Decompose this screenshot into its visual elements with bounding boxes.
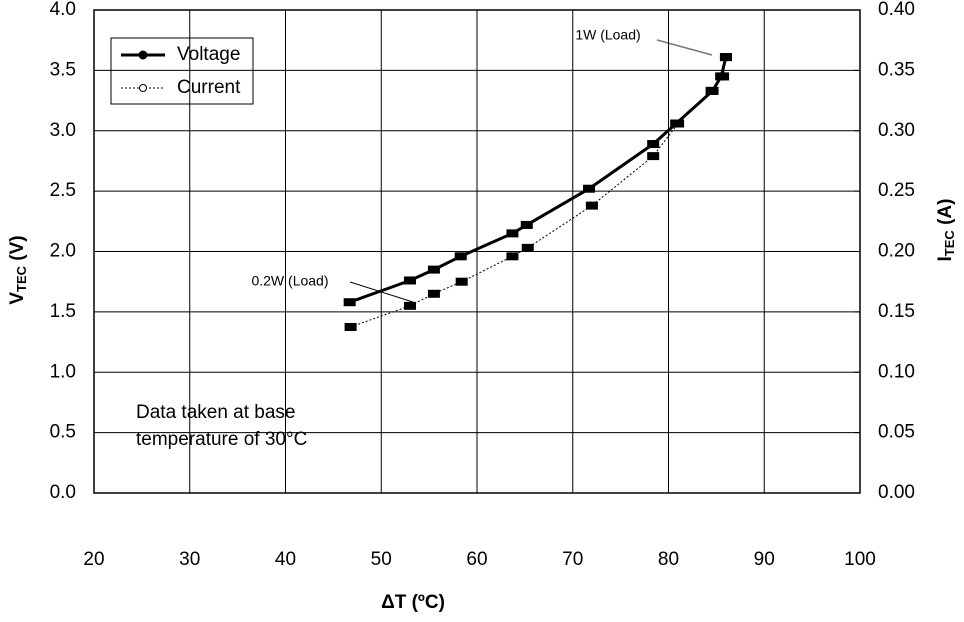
- point: [717, 72, 730, 81]
- note-bg: [128, 412, 338, 456]
- point: [647, 140, 660, 149]
- point: [343, 298, 356, 307]
- y-tick-label: 2.5: [50, 180, 76, 201]
- y2-tick-label: 0.30: [878, 120, 915, 141]
- x-tick-label: 100: [844, 549, 876, 570]
- point: [705, 86, 718, 95]
- legend-marker: [138, 50, 148, 60]
- point: [427, 289, 440, 298]
- legend-box: [110, 37, 254, 105]
- point: [520, 220, 533, 229]
- y2-tick-label: 0.15: [878, 301, 915, 322]
- y2-tick-label: 0.35: [878, 59, 915, 80]
- y-label-sub: TEC: [14, 265, 29, 292]
- point: [427, 265, 440, 274]
- y-tick-label: 1.0: [50, 361, 76, 382]
- point: [719, 53, 732, 62]
- x-tick-label: 60: [466, 549, 487, 570]
- point: [521, 243, 534, 252]
- y-tick-label: 2.0: [50, 241, 76, 262]
- y-tick-label: 0.5: [50, 422, 76, 443]
- x-tick-label: 90: [754, 549, 775, 570]
- point: [506, 229, 519, 238]
- y2-label: I: [935, 256, 956, 261]
- annotation: 1W (Load): [575, 27, 640, 43]
- y2-tick-label: 0.00: [878, 482, 915, 503]
- y2-tick-label: 0.10: [878, 361, 915, 382]
- y-axis-title: VTEC (V): [7, 235, 29, 304]
- point: [403, 301, 416, 310]
- y-tick-label: 3.0: [50, 120, 76, 141]
- y-tick-label: 1.5: [50, 301, 76, 322]
- legend: Voltage Current: [110, 37, 254, 105]
- y-tick-label: 3.5: [50, 59, 76, 80]
- legend-label: Voltage: [177, 44, 240, 65]
- point: [454, 252, 467, 261]
- annotation: 0.2W (Load): [251, 273, 328, 289]
- x-axis-title: ΔT (ºC): [381, 592, 445, 613]
- x-tick-label: 50: [371, 549, 392, 570]
- series-line: [349, 56, 728, 304]
- y2-label-sub: TEC: [942, 230, 957, 257]
- y2-label-unit: (A): [935, 199, 956, 231]
- annotation: Data taken at base: [136, 402, 296, 423]
- y2-tick-label: 0.25: [878, 180, 915, 201]
- point: [672, 119, 685, 128]
- legend-label: Current: [177, 77, 241, 98]
- point: [583, 184, 596, 193]
- x-tick-label: 30: [179, 549, 200, 570]
- point: [455, 277, 468, 286]
- y-label: V: [7, 292, 28, 305]
- point: [585, 201, 598, 210]
- x-tick-label: 20: [83, 549, 104, 570]
- point: [647, 152, 660, 161]
- point: [506, 252, 519, 261]
- x-tick-label: 40: [275, 549, 296, 570]
- series-line: [350, 57, 727, 328]
- point: [344, 322, 357, 331]
- y-tick-label: 0.0: [50, 482, 76, 503]
- annotation-arrow: [656, 39, 713, 56]
- y2-tick-label: 0.05: [878, 422, 915, 443]
- x-tick-label: 70: [562, 549, 583, 570]
- y2-axis-title: ITEC (A): [935, 199, 957, 262]
- y2-tick-label: 0.20: [878, 241, 915, 262]
- annotation: temperature of 30°C: [136, 429, 307, 450]
- legend-marker: [139, 84, 147, 92]
- point: [403, 276, 416, 285]
- y-label-unit: (V): [7, 235, 28, 266]
- y2-tick-label: 0.40: [878, 0, 915, 20]
- y-tick-label: 4.0: [50, 0, 76, 20]
- x-tick-label: 80: [658, 549, 679, 570]
